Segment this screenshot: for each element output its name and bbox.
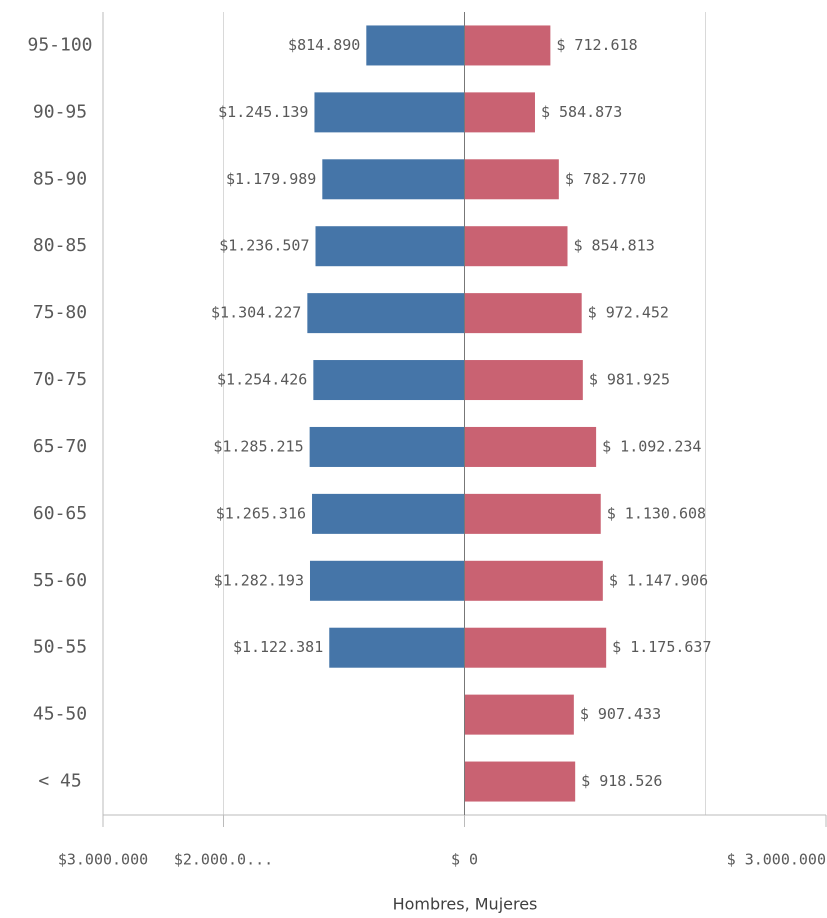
category-label: 95-100	[27, 34, 92, 55]
bar	[464, 293, 582, 334]
value-label: $814.890	[288, 36, 360, 54]
value-label: $1.122.381	[233, 638, 323, 656]
value-label: $1.304.227	[211, 304, 301, 322]
category-label: 75-80	[33, 302, 87, 323]
bar	[314, 92, 465, 133]
bar	[464, 761, 576, 802]
value-label: $ 1.092.234	[602, 437, 701, 455]
x-tick-label: $2.000.0...	[174, 851, 273, 869]
bar	[464, 560, 603, 601]
bar	[464, 360, 583, 401]
category-label: 90-95	[33, 101, 87, 122]
value-label: $1.265.316	[216, 504, 306, 522]
value-label: $ 584.873	[541, 103, 622, 121]
bar	[464, 627, 607, 668]
bar	[464, 426, 597, 467]
category-label: 55-60	[33, 570, 87, 591]
bar	[464, 226, 568, 267]
bar	[366, 25, 465, 66]
value-label: $ 1.147.906	[609, 571, 708, 589]
value-label: $ 981.925	[589, 371, 670, 389]
bar	[464, 159, 559, 200]
value-label: $ 907.433	[580, 705, 661, 723]
value-label: $ 1.175.637	[612, 638, 711, 656]
category-label: 85-90	[33, 168, 87, 189]
x-tick-label: $ 0	[451, 851, 478, 869]
value-label: $ 782.770	[565, 170, 646, 188]
bar	[312, 493, 465, 534]
value-label: $ 712.618	[556, 36, 637, 54]
value-label: $1.245.139	[218, 103, 308, 121]
value-label: $1.282.193	[214, 571, 304, 589]
value-label: $ 1.130.608	[607, 504, 706, 522]
x-tick-label: $3.000.000	[58, 851, 148, 869]
value-label: $ 918.526	[581, 772, 662, 790]
bar	[322, 159, 465, 200]
bar	[309, 560, 465, 601]
x-tick-label: $ 3.000.000	[727, 851, 826, 869]
category-label: 60-65	[33, 503, 87, 524]
category-label: < 45	[38, 771, 81, 792]
bar	[315, 226, 465, 267]
bar	[464, 92, 535, 133]
bar	[329, 627, 465, 668]
value-label: $1.254.426	[217, 371, 307, 389]
bar	[464, 493, 601, 534]
value-label: $ 972.452	[588, 304, 669, 322]
bar	[307, 293, 465, 334]
bar	[464, 694, 574, 735]
value-label: $1.236.507	[219, 237, 309, 255]
category-label: 70-75	[33, 369, 87, 390]
category-label: 65-70	[33, 436, 87, 457]
category-label: 45-50	[33, 704, 87, 725]
bar	[309, 426, 465, 467]
x-axis-title: Hombres, Mujeres	[393, 895, 538, 914]
category-label: 80-85	[33, 235, 87, 256]
value-label: $ 854.813	[574, 237, 655, 255]
category-label: 50-55	[33, 637, 87, 658]
value-label: $1.179.989	[226, 170, 316, 188]
bar	[313, 360, 465, 401]
bar	[464, 25, 551, 66]
value-label: $1.285.215	[213, 437, 303, 455]
